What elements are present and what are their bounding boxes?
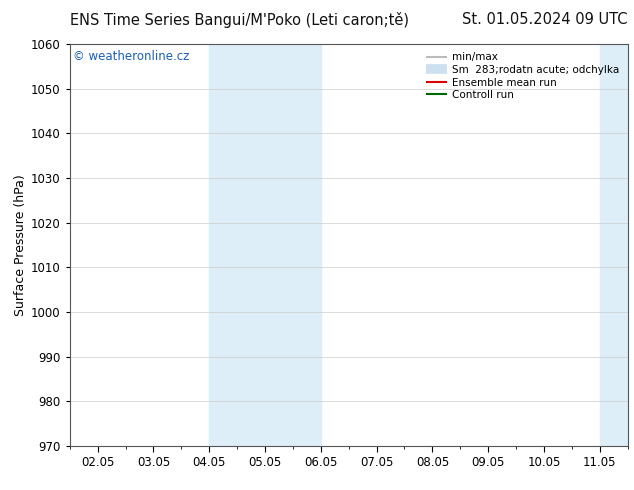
Legend: min/max, Sm  283;rodatn acute; odchylka, Ensemble mean run, Controll run: min/max, Sm 283;rodatn acute; odchylka, … bbox=[423, 49, 623, 103]
Y-axis label: Surface Pressure (hPa): Surface Pressure (hPa) bbox=[14, 174, 27, 316]
Bar bbox=[600, 44, 628, 446]
Text: St. 01.05.2024 09 UTC: St. 01.05.2024 09 UTC bbox=[462, 12, 628, 27]
Bar bbox=[209, 44, 321, 446]
Text: ENS Time Series Bangui/M'Poko (Leti caron;tě): ENS Time Series Bangui/M'Poko (Leti caro… bbox=[70, 12, 409, 28]
Text: © weatheronline.cz: © weatheronline.cz bbox=[72, 50, 189, 63]
